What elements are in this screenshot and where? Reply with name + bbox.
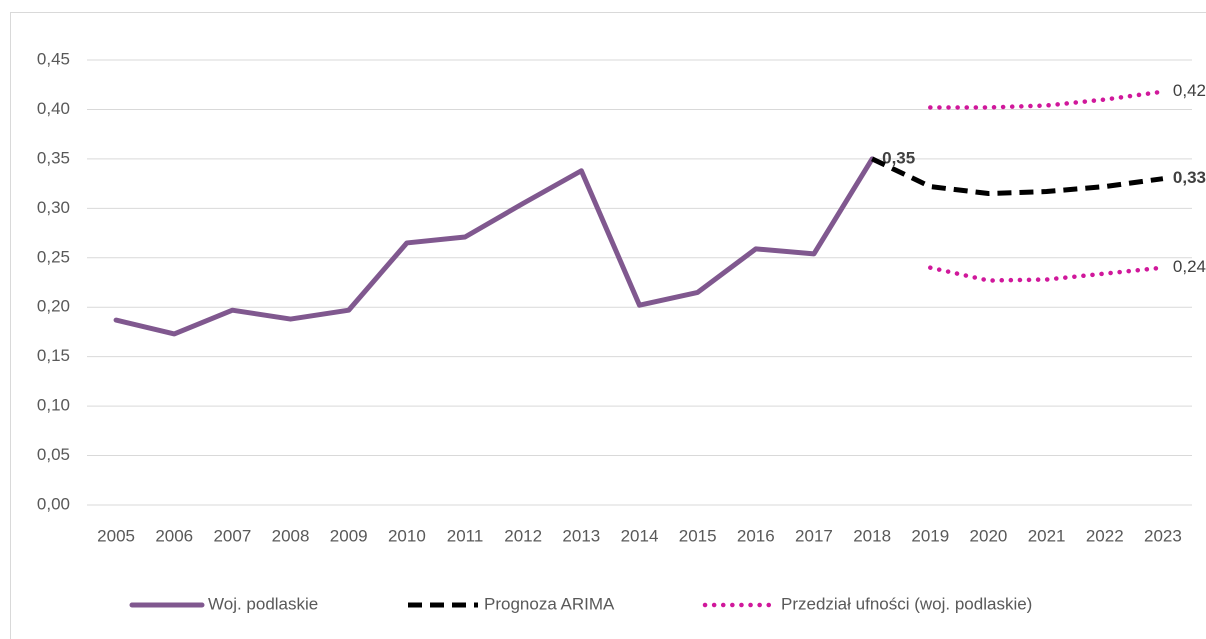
y-tick-label: 0,10 xyxy=(37,396,70,415)
chart-border xyxy=(10,12,1206,639)
y-tick-label: 0,00 xyxy=(37,494,70,513)
x-tick-label: 2017 xyxy=(795,526,833,545)
y-tick-label: 0,05 xyxy=(37,445,70,464)
series-line xyxy=(113,156,875,337)
data-label: 0,35 xyxy=(882,148,915,167)
x-tick-label: 2014 xyxy=(621,526,659,545)
x-tick-label: 2020 xyxy=(970,526,1008,545)
series-line xyxy=(871,156,1164,196)
x-tick-label: 2006 xyxy=(155,526,193,545)
x-tick-label: 2005 xyxy=(97,526,135,545)
y-tick-label: 0,45 xyxy=(37,49,70,68)
legend-label: Prognoza ARIMA xyxy=(484,594,615,613)
x-tick-label: 2013 xyxy=(562,526,600,545)
x-tick-label: 2009 xyxy=(330,526,368,545)
legend-label: Woj. podlaskie xyxy=(208,594,318,613)
data-label: 0,42 xyxy=(1173,81,1206,100)
y-tick-label: 0,35 xyxy=(37,148,70,167)
x-tick-label: 2011 xyxy=(447,526,484,545)
x-tick-label: 2016 xyxy=(737,526,775,545)
x-tick-label: 2012 xyxy=(504,526,542,545)
x-tick-label: 2023 xyxy=(1144,526,1182,545)
x-tick-label: 2021 xyxy=(1028,526,1066,545)
data-label: 0,33 xyxy=(1173,168,1206,187)
y-tick-label: 0,15 xyxy=(37,346,70,365)
y-tick-label: 0,20 xyxy=(37,297,70,316)
x-tick-label: 2007 xyxy=(213,526,251,545)
series-line xyxy=(928,265,1166,283)
y-tick-label: 0,40 xyxy=(37,99,70,118)
x-tick-label: 2010 xyxy=(388,526,426,545)
y-tick-label: 0,25 xyxy=(37,247,70,266)
y-tick-label: 0,30 xyxy=(37,198,70,217)
x-tick-label: 2015 xyxy=(679,526,717,545)
data-label: 0,24 xyxy=(1173,257,1206,276)
legend-label: Przedział ufności (woj. podlaskie) xyxy=(781,594,1032,613)
x-tick-label: 2008 xyxy=(272,526,310,545)
series-line xyxy=(928,89,1166,110)
x-tick-label: 2022 xyxy=(1086,526,1124,545)
x-tick-label: 2019 xyxy=(911,526,949,545)
x-tick-label: 2018 xyxy=(853,526,891,545)
